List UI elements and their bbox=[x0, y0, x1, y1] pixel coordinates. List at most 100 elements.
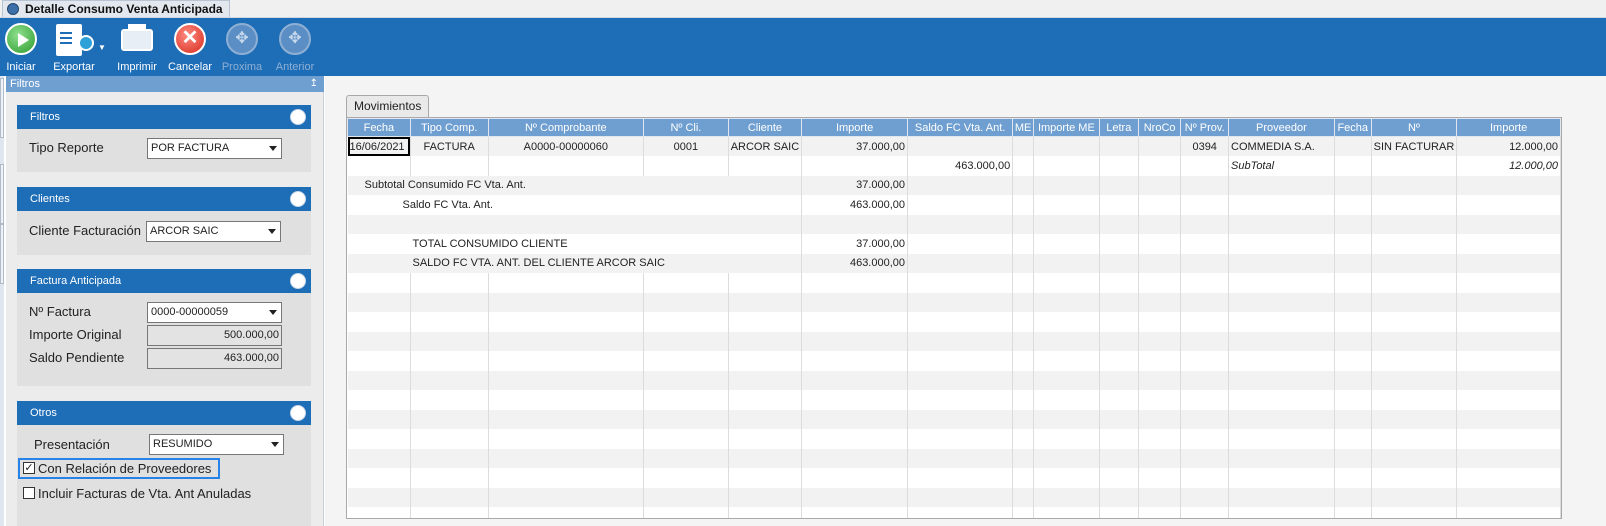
summary-value: 37.000,00 bbox=[801, 175, 909, 195]
pin-icon[interactable]: ↥ bbox=[309, 78, 318, 89]
cell-nro-comprobante[interactable]: A0000-00000060 bbox=[488, 136, 645, 156]
table-row[interactable] bbox=[347, 507, 1561, 518]
cell-nro-prov-comp[interactable]: SIN FACTURAR bbox=[1371, 136, 1458, 156]
cell-fecha-prov[interactable] bbox=[1334, 156, 1372, 176]
tipo-reporte-select[interactable]: POR FACTURA bbox=[147, 138, 282, 159]
presentacion-select[interactable]: RESUMIDO bbox=[149, 434, 284, 455]
table-row[interactable] bbox=[347, 331, 1561, 351]
con-relacion-proveedores-checkbox[interactable]: ✓ bbox=[23, 462, 35, 474]
cell-fecha-prov[interactable] bbox=[1334, 136, 1372, 156]
cell-cliente[interactable]: ARCOR SAIC bbox=[728, 136, 803, 156]
cell-nro-prov[interactable] bbox=[1180, 156, 1230, 176]
cell-fecha[interactable]: 16/06/2021 bbox=[347, 136, 411, 156]
exportar-button[interactable]: ▼ Exportar bbox=[50, 21, 106, 75]
dock-tab[interactable] bbox=[0, 78, 4, 138]
col-tipo-comp[interactable]: Tipo Comp. bbox=[409, 118, 489, 137]
window-tab[interactable]: Detalle Consumo Venta Anticipada bbox=[2, 0, 230, 17]
col-importe[interactable]: Importe bbox=[801, 118, 909, 137]
collapse-icon[interactable] bbox=[290, 273, 306, 289]
col-proveedor[interactable]: Proveedor bbox=[1228, 118, 1335, 137]
col-nroco[interactable]: NroCo bbox=[1137, 118, 1182, 137]
table-row[interactable] bbox=[347, 487, 1561, 507]
col-nro-comprobante[interactable]: Nº Comprobante bbox=[487, 118, 645, 137]
cell-nro-prov-comp[interactable] bbox=[1371, 156, 1458, 176]
table-row[interactable]: 16/06/2021 FACTURA A0000-00000060 0001 A… bbox=[347, 136, 1561, 156]
table-row[interactable] bbox=[347, 390, 1561, 410]
cancelar-button[interactable]: ✕ Cancelar bbox=[166, 21, 214, 75]
collapse-icon[interactable] bbox=[290, 405, 306, 421]
cell-importe[interactable]: 37.000,00 bbox=[801, 136, 909, 156]
cell-nro-prov[interactable]: 0394 bbox=[1180, 136, 1230, 156]
nro-factura-select[interactable]: 0000-00000059 bbox=[147, 302, 282, 323]
cell-proveedor[interactable]: COMMEDIA S.A. bbox=[1228, 136, 1335, 156]
group-otros-header: Otros bbox=[17, 401, 311, 425]
tipo-reporte-value: POR FACTURA bbox=[151, 142, 230, 154]
cell-cliente[interactable] bbox=[728, 156, 803, 176]
incluir-anuladas-checkbox[interactable] bbox=[23, 487, 35, 499]
summary-row[interactable] bbox=[347, 214, 1561, 234]
tab-movimientos[interactable]: Movimientos bbox=[346, 95, 430, 117]
cliente-facturacion-select[interactable]: ARCOR SAIC bbox=[146, 221, 281, 242]
summary-row[interactable]: SALDO FC VTA. ANT. DEL CLIENTE ARCOR SAI… bbox=[347, 253, 1561, 273]
cell-importe-me[interactable] bbox=[1033, 156, 1100, 176]
summary-row[interactable]: TOTAL CONSUMIDO CLIENTE 37.000,00 bbox=[347, 234, 1561, 254]
cell-nroco[interactable] bbox=[1138, 156, 1182, 176]
col-fecha-prov[interactable]: Fecha bbox=[1333, 118, 1372, 137]
collapse-icon[interactable] bbox=[290, 191, 306, 207]
cell-nro-cli[interactable]: 0001 bbox=[643, 136, 729, 156]
col-fecha[interactable]: Fecha bbox=[347, 118, 411, 137]
dropdown-caret-icon[interactable]: ▼ bbox=[98, 43, 106, 52]
cell-saldo-fc[interactable] bbox=[907, 136, 1014, 156]
cell-letra[interactable] bbox=[1099, 156, 1139, 176]
cell-importe-prov[interactable]: 12.000,00 bbox=[1456, 136, 1561, 156]
table-row[interactable] bbox=[347, 370, 1561, 390]
saldo-pendiente-field[interactable]: 463.000,00 bbox=[147, 348, 282, 369]
table-row[interactable] bbox=[347, 312, 1561, 332]
summary-row[interactable]: Saldo FC Vta. Ant. 463.000,00 bbox=[347, 195, 1561, 215]
proxima-label: Proxima bbox=[221, 61, 263, 73]
cell-me[interactable] bbox=[1012, 156, 1035, 176]
table-row[interactable] bbox=[347, 351, 1561, 371]
cell-subtotal-label[interactable]: SubTotal bbox=[1228, 156, 1335, 176]
col-importe-me[interactable]: Importe ME bbox=[1033, 118, 1100, 137]
table-row[interactable] bbox=[347, 468, 1561, 488]
col-nro-prov[interactable]: Nº Prov. bbox=[1180, 118, 1230, 137]
table-row[interactable] bbox=[347, 409, 1561, 429]
con-relacion-proveedores-label[interactable]: Con Relación de Proveedores bbox=[38, 461, 212, 476]
col-importe-prov[interactable]: Importe bbox=[1456, 118, 1561, 137]
cell-subtotal-importe[interactable]: 12.000,00 bbox=[1456, 156, 1561, 176]
imprimir-button[interactable]: Imprimir bbox=[114, 21, 160, 75]
proxima-button[interactable]: ✥ Proxima bbox=[220, 21, 264, 75]
cell-importe-me[interactable] bbox=[1033, 136, 1100, 156]
cell-importe[interactable] bbox=[801, 156, 909, 176]
cell-letra[interactable] bbox=[1099, 136, 1139, 156]
cell-me[interactable] bbox=[1012, 136, 1035, 156]
cell-saldo-fc[interactable]: 463.000,00 bbox=[907, 156, 1014, 176]
table-row[interactable] bbox=[347, 448, 1561, 468]
table-row[interactable] bbox=[347, 292, 1561, 312]
cell-tipo-comp[interactable] bbox=[410, 156, 489, 176]
col-nro-cli[interactable]: Nº Cli. bbox=[643, 118, 729, 137]
table-row[interactable] bbox=[347, 273, 1561, 293]
col-letra[interactable]: Letra bbox=[1098, 118, 1139, 137]
importe-original-field[interactable]: 500.000,00 bbox=[147, 325, 282, 346]
collapse-icon[interactable] bbox=[290, 109, 306, 125]
incluir-anuladas-label[interactable]: Incluir Facturas de Vta. Ant Anuladas bbox=[38, 486, 252, 501]
table-row[interactable]: 463.000,00 SubTotal 12.000,00 bbox=[347, 156, 1561, 176]
cell-nro-cli[interactable] bbox=[643, 156, 729, 176]
col-me[interactable]: ME bbox=[1012, 118, 1035, 137]
col-nro-prov-comp[interactable]: Nº bbox=[1370, 118, 1458, 137]
summary-row[interactable]: Subtotal Consumido FC Vta. Ant. 37.000,0… bbox=[347, 175, 1561, 195]
cell-tipo-comp[interactable]: FACTURA bbox=[410, 136, 489, 156]
anterior-button[interactable]: ✥ Anterior bbox=[272, 21, 318, 75]
cell-nro-comprobante[interactable] bbox=[488, 156, 645, 176]
table-row[interactable] bbox=[347, 429, 1561, 449]
col-saldo-fc[interactable]: Saldo FC Vta. Ant. bbox=[907, 118, 1014, 137]
iniciar-button[interactable]: Iniciar bbox=[2, 21, 40, 75]
dock-tab[interactable] bbox=[0, 224, 4, 284]
cell-nroco[interactable] bbox=[1138, 136, 1182, 156]
summary-label bbox=[347, 214, 803, 234]
dock-tab[interactable] bbox=[0, 164, 4, 224]
cell-fecha[interactable] bbox=[347, 156, 411, 176]
col-cliente[interactable]: Cliente bbox=[727, 118, 803, 137]
